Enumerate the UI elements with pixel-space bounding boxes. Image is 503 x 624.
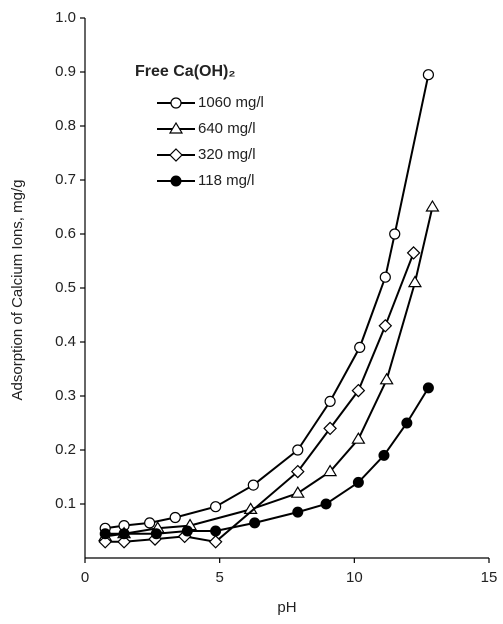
x-tick-label: 5 bbox=[215, 569, 223, 586]
marker bbox=[389, 228, 401, 240]
marker bbox=[290, 464, 305, 479]
marker bbox=[379, 372, 394, 385]
marker bbox=[379, 271, 391, 283]
marker bbox=[352, 476, 364, 488]
marker bbox=[290, 486, 305, 498]
y-axis-label: Adsorption of Calcium Ions, mg/g bbox=[9, 180, 26, 401]
marker bbox=[292, 506, 304, 518]
marker bbox=[98, 534, 113, 549]
y-tick-label: 0.9 bbox=[55, 63, 76, 80]
marker bbox=[425, 199, 440, 212]
marker bbox=[210, 525, 222, 537]
series-line bbox=[105, 387, 430, 535]
series-line bbox=[105, 206, 434, 538]
marker bbox=[378, 318, 393, 333]
marker bbox=[99, 528, 111, 540]
marker bbox=[181, 525, 193, 537]
marker bbox=[323, 421, 337, 436]
marker bbox=[320, 498, 332, 510]
marker bbox=[170, 175, 182, 187]
y-tick-label: 0.7 bbox=[55, 171, 76, 188]
marker bbox=[407, 275, 422, 288]
marker bbox=[170, 97, 182, 109]
marker bbox=[422, 69, 434, 81]
marker bbox=[378, 449, 390, 461]
marker bbox=[150, 528, 162, 540]
marker bbox=[247, 479, 259, 491]
marker bbox=[144, 517, 156, 529]
legend-label: 640 mg/l bbox=[198, 120, 256, 137]
y-tick-label: 0.8 bbox=[55, 117, 76, 134]
marker bbox=[324, 395, 336, 407]
legend-label: 118 mg/l bbox=[198, 172, 254, 189]
marker bbox=[422, 382, 434, 394]
y-tick-label: 0.5 bbox=[55, 279, 76, 296]
y-tick-label: 1.0 bbox=[55, 9, 76, 26]
x-tick-label: 10 bbox=[346, 569, 363, 586]
x-axis-label: pH bbox=[277, 599, 296, 616]
series-line bbox=[105, 252, 415, 543]
y-tick-label: 0.4 bbox=[55, 333, 76, 350]
y-tick-label: 0.1 bbox=[55, 495, 76, 512]
marker bbox=[169, 511, 181, 524]
marker bbox=[354, 341, 366, 353]
legend-label: 320 mg/l bbox=[198, 146, 256, 163]
marker bbox=[406, 246, 421, 260]
legend-title: Free Ca(OH)₂ bbox=[135, 63, 235, 80]
y-tick-label: 0.3 bbox=[55, 387, 76, 404]
marker bbox=[351, 383, 366, 398]
legend-label: 1060 mg/l bbox=[198, 94, 264, 111]
marker bbox=[117, 534, 131, 549]
marker bbox=[323, 464, 338, 477]
marker bbox=[210, 501, 222, 513]
marker bbox=[208, 534, 223, 549]
marker bbox=[249, 517, 261, 529]
marker bbox=[118, 528, 130, 540]
marker bbox=[292, 444, 304, 456]
x-tick-label: 15 bbox=[481, 569, 498, 586]
marker bbox=[168, 121, 184, 134]
marker bbox=[401, 417, 413, 429]
y-tick-label: 0.6 bbox=[55, 225, 76, 242]
marker bbox=[351, 432, 366, 444]
y-tick-label: 0.2 bbox=[55, 441, 76, 458]
marker bbox=[169, 148, 183, 162]
x-tick-label: 0 bbox=[81, 569, 89, 586]
